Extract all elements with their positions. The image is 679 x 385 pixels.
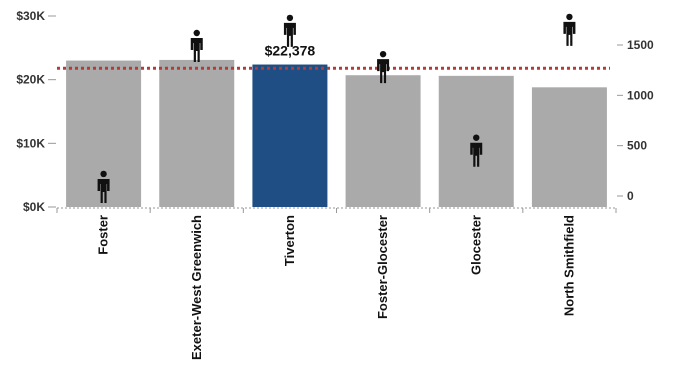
person-icon <box>470 134 483 167</box>
person-icon-head <box>100 170 107 178</box>
person-icon-body <box>283 22 296 47</box>
bar <box>531 87 607 207</box>
data-labels: $22,378 <box>265 43 316 59</box>
y-axis-right: 0 500 1000 1500 <box>617 38 654 203</box>
person-icon-body <box>97 178 110 203</box>
y-left-tick-label: $30K <box>16 9 45 23</box>
y-left-tick-label: $20K <box>16 73 45 87</box>
person-icon-head <box>566 13 573 21</box>
x-category-label: Glocester <box>468 215 483 275</box>
y-left-tick-label: $0K <box>23 200 45 214</box>
y-axis-left: $0K $10K $20K $30K <box>16 9 56 214</box>
x-category-label: Foster <box>96 215 111 255</box>
x-axis: Foster Exeter-West Greenwich Tiverton Foste… <box>56 207 617 360</box>
bar <box>252 64 328 207</box>
person-icon-body <box>190 38 203 63</box>
y-left-tick-label: $10K <box>16 136 45 150</box>
y-right-tick-label: 1500 <box>627 38 654 52</box>
person-icon-body <box>377 59 390 84</box>
y-right-tick-label: 0 <box>627 189 634 203</box>
person-marker-series <box>97 13 576 203</box>
highlight-value-label: $22,378 <box>265 43 316 59</box>
person-icon-body <box>563 21 576 46</box>
person-icon <box>190 29 203 63</box>
person-icon-head <box>379 50 387 58</box>
person-icon-head <box>193 29 200 37</box>
x-category-label: Tiverton <box>282 215 297 266</box>
bar <box>159 59 235 208</box>
person-icon <box>563 13 576 46</box>
person-icon-head <box>473 134 480 141</box>
x-category-label: North Smithfield <box>561 215 576 316</box>
x-category-label: Exeter-West Greenwich <box>189 215 204 360</box>
bar <box>345 75 421 208</box>
bar-series <box>66 59 607 208</box>
y-right-tick-label: 1000 <box>627 88 654 102</box>
person-icon <box>283 14 296 47</box>
person-icon-body <box>470 142 483 167</box>
bar <box>438 75 514 207</box>
person-icon <box>377 50 390 84</box>
y-right-tick-label: 500 <box>627 139 647 153</box>
person-icon <box>97 170 110 203</box>
person-icon-head <box>286 14 294 22</box>
x-category-label: Foster-Glocester <box>375 215 390 319</box>
